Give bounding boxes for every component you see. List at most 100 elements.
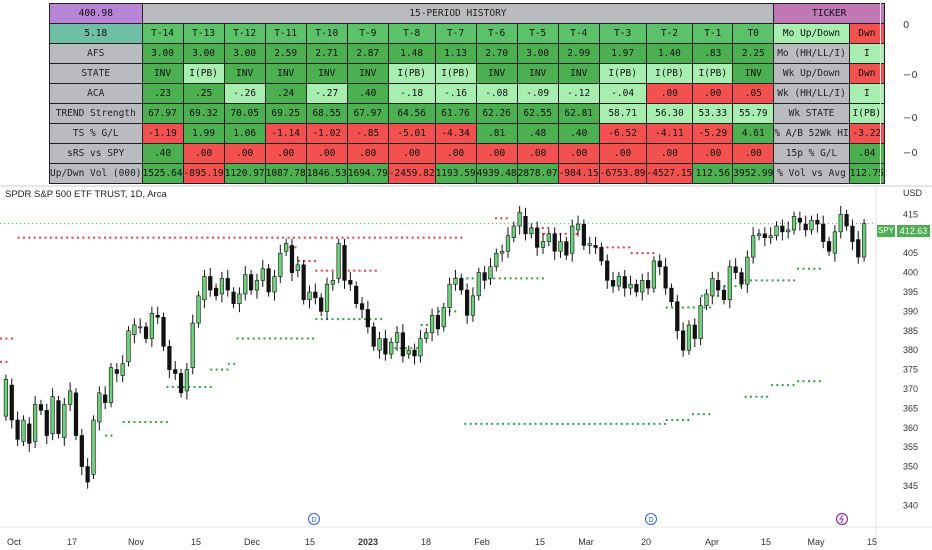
support-dot [480, 422, 483, 425]
resistance-dot [454, 236, 457, 239]
candle-body [365, 309, 370, 328]
support-dot [252, 337, 255, 340]
support-dot [301, 337, 304, 340]
table-cell: 112.56 [692, 163, 734, 184]
row-label: TS % G/L [49, 123, 143, 144]
candle-body [208, 276, 213, 291]
table-cell: INV [141, 63, 184, 84]
support-dot [405, 347, 407, 350]
candle-body [429, 314, 435, 334]
ticker-label: Wk STATE [773, 103, 850, 124]
resistance-dot [294, 246, 297, 249]
support-dot [777, 279, 779, 282]
resistance-dot [411, 236, 414, 239]
resistance-dot [211, 236, 214, 239]
support-dot [363, 318, 366, 321]
candle-body [383, 338, 388, 355]
resistance-dot [646, 252, 649, 255]
resistance-dot [460, 236, 463, 239]
resistance-dot [179, 236, 182, 239]
support-dot [599, 422, 602, 425]
resistance-dot [368, 236, 371, 239]
support-dot [750, 279, 752, 282]
support-dot [700, 294, 703, 297]
support-dot [166, 386, 169, 389]
support-dot [744, 395, 747, 398]
y-tick-label: 385 [903, 326, 918, 336]
support-dot [347, 318, 350, 321]
support-dot [631, 422, 634, 425]
table-cell: 3.00 [182, 43, 225, 64]
resistance-dot [271, 236, 274, 239]
support-dot [671, 306, 674, 309]
period-header: T-1 [692, 23, 734, 44]
period-header: T-14 [141, 23, 184, 44]
support-dot [295, 337, 298, 340]
resistance-dot [319, 236, 322, 239]
table-cell: 1.40 [645, 43, 694, 64]
table-cell: .24 [264, 83, 307, 104]
candle-body [540, 241, 546, 248]
resistance-dot [417, 236, 420, 239]
table-cell: .00 [598, 143, 647, 164]
table-cell: I(PB) [645, 63, 694, 84]
candle-body [651, 260, 657, 289]
table-cell: 67.97 [141, 103, 184, 124]
candle-body [791, 216, 797, 231]
support-dot [766, 395, 769, 398]
pane-separator[interactable] [0, 185, 932, 187]
support-dot [692, 413, 695, 416]
support-dot [394, 347, 397, 350]
support-dot [681, 419, 684, 422]
candle-body [622, 276, 627, 289]
table-cell: 64.56 [387, 103, 436, 124]
support-dot [807, 380, 810, 383]
support-dot [279, 337, 282, 340]
resistance-dot [238, 236, 241, 239]
resistance-dot [564, 232, 567, 235]
resistance-dot [438, 236, 441, 239]
candle-body [44, 410, 49, 436]
candle-body [570, 225, 575, 254]
support-dot [797, 380, 800, 383]
dividend-icon [308, 513, 320, 525]
currency-label: USD [903, 188, 923, 198]
price-chart[interactable]: 340 345 350 355 360 365 370 375 380 385 390 395 400 4… [0, 187, 932, 550]
table-cell: I(PB) [434, 63, 477, 84]
table-cell: -5.01 [387, 123, 436, 144]
support-dot [425, 323, 428, 326]
support-dot [610, 422, 613, 425]
resistance-dot [28, 236, 31, 239]
support-dot [692, 306, 695, 309]
support-dot [782, 279, 785, 282]
candle-body [167, 346, 172, 370]
resistance-dot [303, 236, 306, 239]
support-dot [518, 422, 521, 425]
candle-body [289, 245, 295, 273]
table-cell: .00 [305, 143, 348, 164]
x-tick-label: 20 [641, 537, 651, 547]
candle-body [202, 276, 207, 301]
support-dot [491, 422, 494, 425]
history-table: 400.98 15-PERIOD HISTORY TICKER 5.18 T-14 T-1… [49, 3, 886, 184]
table-cell: -1.19 [141, 123, 184, 144]
candle-body [394, 332, 400, 343]
table-cell: -2459.82 [387, 163, 436, 184]
ticker-label: Mo Up/Down [773, 23, 850, 44]
resistance-dot [543, 232, 546, 235]
candle-body [56, 400, 61, 434]
candle-body [237, 293, 242, 304]
candle-body [260, 268, 265, 281]
candle-body [762, 233, 767, 238]
table-cell: 3.00 [141, 43, 184, 64]
candle-body [254, 280, 260, 291]
candle-body [505, 235, 511, 252]
resistance-dot [130, 236, 133, 239]
resistance-dot [541, 226, 544, 229]
candle-body [38, 404, 44, 411]
candle-body [861, 223, 867, 258]
candle-body [62, 404, 67, 438]
candle-body [359, 303, 365, 310]
support-dot [604, 422, 607, 425]
resistance-dot [308, 259, 311, 262]
